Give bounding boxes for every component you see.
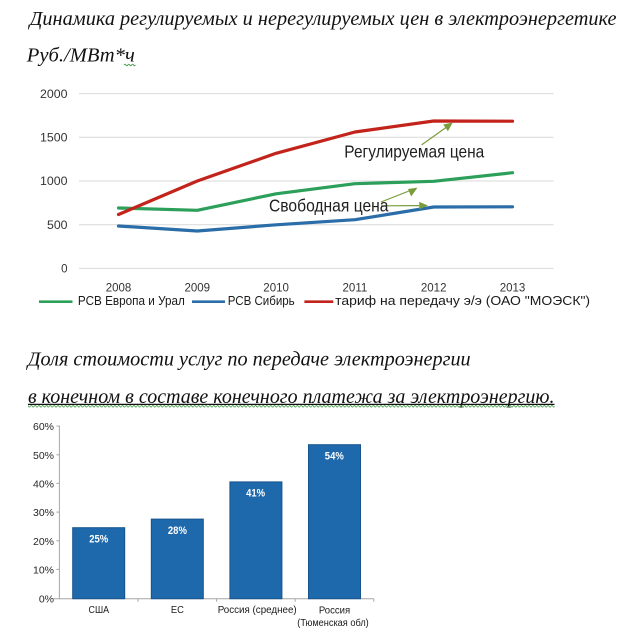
svg-text:Россия: Россия — [319, 606, 350, 617]
svg-text:2011: 2011 — [343, 282, 368, 294]
svg-text:1000: 1000 — [40, 176, 68, 188]
svg-text:40%: 40% — [33, 479, 54, 491]
svg-text:30%: 30% — [33, 507, 54, 519]
svg-text:54%: 54% — [325, 450, 344, 462]
svg-text:Руб./МВт*ч: Руб./МВт*ч — [26, 46, 135, 67]
svg-text:Свободная цена: Свободная цена — [269, 195, 389, 215]
svg-text:Динамика регулируемых и нерегу: Динамика регулируемых и нерегулируемых ц… — [27, 9, 616, 30]
svg-text:тариф на передачу э/э (ОАО "МО: тариф на передачу э/э (ОАО "МОЭСК") — [335, 293, 590, 308]
svg-text:РСВ Европа и Урал: РСВ Европа и Урал — [78, 293, 185, 308]
svg-text:Доля стоимости услуг по переда: Доля стоимости услуг по передаче электро… — [26, 350, 471, 371]
svg-text:2013: 2013 — [500, 282, 526, 294]
svg-text:2012: 2012 — [421, 282, 447, 294]
svg-text:ЕС: ЕС — [171, 605, 184, 616]
svg-text:25%: 25% — [89, 533, 108, 545]
svg-text:60%: 60% — [33, 421, 54, 433]
svg-text:2008: 2008 — [106, 282, 132, 294]
svg-text:США: США — [89, 605, 110, 616]
svg-text:Россия (среднее): Россия (среднее) — [218, 605, 297, 616]
svg-text:РСВ Сибирь: РСВ Сибирь — [228, 293, 295, 308]
svg-text:28%: 28% — [168, 525, 187, 537]
svg-text:(Тюменская обл): (Тюменская обл) — [297, 617, 369, 629]
svg-text:2000: 2000 — [40, 89, 68, 101]
svg-text:1500: 1500 — [40, 133, 68, 145]
svg-text:41%: 41% — [246, 488, 265, 500]
svg-text:Регулируемая цена: Регулируемая цена — [344, 141, 484, 161]
svg-text:10%: 10% — [33, 565, 54, 577]
svg-text:0: 0 — [61, 264, 67, 276]
svg-text:в конечном в составе конечного: в конечном в составе конечного платежа з… — [28, 387, 555, 408]
svg-text:20%: 20% — [33, 536, 54, 548]
svg-text:2009: 2009 — [185, 282, 211, 294]
svg-text:50%: 50% — [33, 450, 54, 462]
svg-text:0%: 0% — [39, 593, 54, 605]
svg-text:500: 500 — [47, 220, 68, 232]
svg-text:2010: 2010 — [263, 282, 289, 294]
